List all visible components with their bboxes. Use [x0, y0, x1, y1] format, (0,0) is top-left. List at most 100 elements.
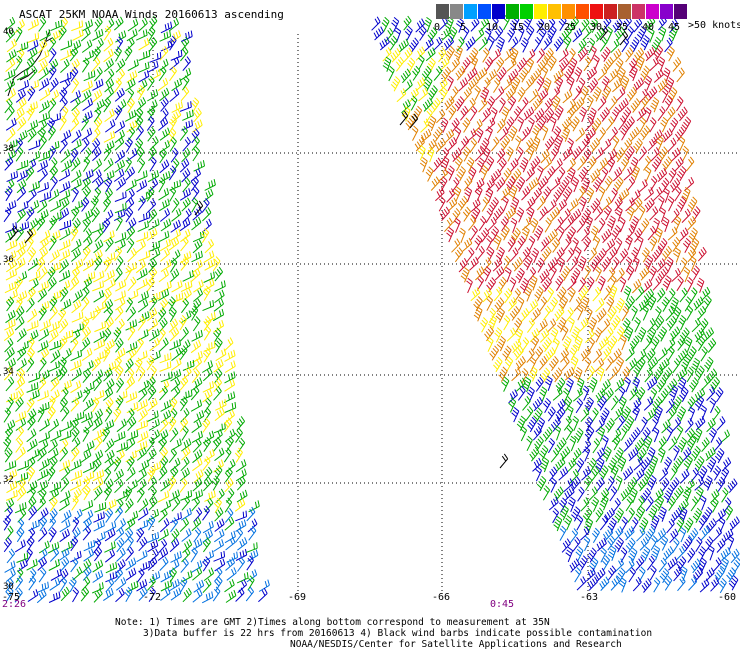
- wind-barb: [9, 225, 19, 241]
- wind-barb: [159, 208, 171, 222]
- wind-barb: [610, 38, 620, 54]
- wind-barb: [125, 450, 137, 463]
- wind-barb: [648, 505, 658, 521]
- wind-barb: [608, 68, 619, 83]
- wind-barb: [191, 329, 203, 342]
- wind-barb: [126, 70, 138, 83]
- wind-barb: [148, 267, 158, 283]
- wind-barb: [37, 159, 49, 173]
- wind-barb: [146, 75, 155, 91]
- wind-barb: [714, 567, 725, 583]
- wind-barb: [125, 546, 134, 562]
- wind-barb: [225, 508, 234, 523]
- legend-swatch: [492, 4, 505, 19]
- wind-barb: [70, 178, 82, 191]
- wind-barb: [181, 438, 192, 452]
- wind-barb: [536, 48, 545, 64]
- wind-barb: [137, 315, 146, 331]
- wind-barb: [502, 196, 509, 212]
- wind-barb: [14, 502, 27, 514]
- wind-barb: [532, 457, 542, 472]
- wind-barb: [703, 295, 712, 311]
- wind-barb: [474, 147, 484, 162]
- wind-barb: [566, 377, 574, 394]
- wind-barb: [581, 177, 591, 193]
- wind-barb: [438, 78, 448, 93]
- wind-barb: [538, 175, 549, 191]
- wind-barb: [612, 497, 621, 513]
- wind-barb: [113, 327, 122, 343]
- wind-barb: [595, 297, 605, 313]
- wind-barb: [5, 357, 16, 372]
- wind-barb: [115, 36, 124, 52]
- wind-barb: [647, 475, 657, 491]
- wind-barb: [637, 327, 647, 343]
- wind-barb: [27, 18, 39, 31]
- wind-barb: [388, 65, 395, 82]
- wind-barb: [614, 526, 624, 541]
- wind-barb: [193, 469, 204, 483]
- wind-barb: [171, 78, 183, 92]
- wind-barb: [126, 217, 137, 232]
- wind-barb: [135, 107, 144, 123]
- wind-barb: [138, 38, 150, 51]
- wind-barb: [59, 115, 67, 131]
- wind-barb: [565, 546, 574, 563]
- wind-barb: [647, 27, 655, 43]
- wind-barb: [36, 496, 47, 512]
- wind-barb: [182, 109, 194, 121]
- wind-barb: [712, 527, 723, 542]
- wind-barb: [544, 47, 554, 63]
- wind-barb: [38, 357, 47, 373]
- wind-barb: [640, 457, 651, 472]
- wind-barb: [656, 287, 666, 303]
- wind-barb: [105, 397, 114, 413]
- wind-barb: [473, 306, 483, 322]
- wind-barb: [191, 97, 200, 113]
- wind-barb: [462, 237, 473, 252]
- wind-barb: [114, 87, 125, 102]
- wind-barb: [482, 146, 491, 163]
- wind-barb: [556, 286, 567, 302]
- wind-barb: [17, 477, 27, 493]
- wind-barb: [550, 447, 560, 463]
- wind-barb: [480, 164, 489, 181]
- wind-barb: [513, 345, 524, 361]
- wind-barb: [671, 267, 681, 282]
- wind-barb: [599, 36, 608, 52]
- wind-barb: [635, 286, 645, 301]
- wind-barb: [26, 320, 39, 332]
- lon-label-66: -66: [432, 592, 451, 603]
- wind-barb: [225, 536, 236, 551]
- legend-swatch: [478, 4, 491, 19]
- wind-barb: [662, 367, 673, 383]
- wind-barb: [16, 208, 26, 223]
- wind-barb: [59, 197, 70, 212]
- wind-barb: [607, 517, 617, 533]
- wind-barb: [136, 337, 144, 353]
- lat-label-30: 30: [3, 582, 14, 592]
- wind-barb: [71, 107, 80, 123]
- wind-barb: [28, 139, 41, 151]
- wind-barbs: [2, 14, 740, 604]
- wind-barb: [93, 538, 102, 554]
- wind-barb: [15, 397, 24, 412]
- wind-barb: [202, 347, 212, 363]
- wind-barb: [657, 106, 666, 122]
- wind-barb: [451, 177, 460, 193]
- wind-barb: [125, 188, 135, 203]
- wind-barb: [167, 296, 176, 312]
- wind-barb: [26, 438, 38, 452]
- wind-barb: [490, 168, 502, 184]
- wind-barb: [634, 437, 646, 453]
- wind-barb: [490, 107, 498, 123]
- wind-barb: [72, 566, 83, 581]
- wind-barb: [202, 367, 213, 382]
- wind-barb: [574, 66, 583, 83]
- wind-barb: [681, 186, 691, 203]
- wind-barb: [528, 275, 538, 291]
- wind-barb: [38, 507, 49, 522]
- wind-barb: [93, 486, 103, 501]
- wind-barb: [481, 107, 492, 123]
- wind-barb: [614, 196, 623, 212]
